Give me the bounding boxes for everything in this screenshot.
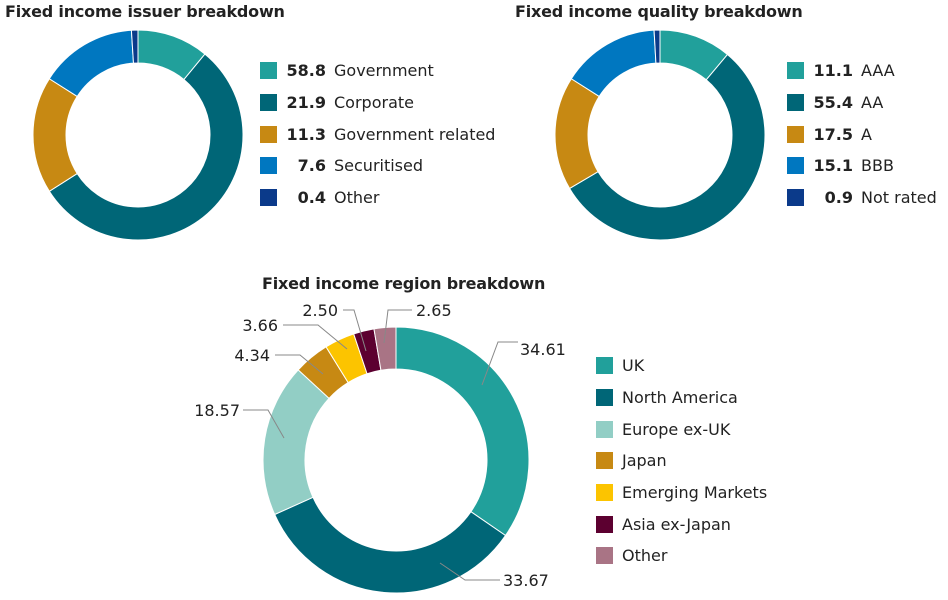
- legend-swatch: [260, 94, 277, 112]
- region-slice: [274, 496, 507, 594]
- legend-label: UK: [622, 356, 645, 376]
- legend-item: Other: [596, 540, 767, 572]
- legend-item: Europe ex-UK: [596, 413, 767, 445]
- legend-label: Japan: [622, 451, 667, 471]
- legend-item: 15.1 BBB: [787, 150, 937, 182]
- legend-swatch: [596, 515, 613, 533]
- legend-value: 15.1: [813, 156, 853, 176]
- leader-line: [481, 341, 518, 386]
- leader-line: [275, 354, 324, 375]
- quality-slice: [554, 78, 600, 190]
- legend-item: UK: [596, 350, 767, 382]
- leader-line: [343, 309, 367, 352]
- legend-item: 0.9 Not rated: [787, 182, 937, 214]
- quality-legend: 11.1 AAA 55.4 AA 17.5 A 15.1 BBB 0.9 Not rated: [787, 55, 937, 213]
- legend-swatch: [787, 94, 804, 112]
- leader-line: [383, 309, 412, 344]
- legend-item: North America: [596, 382, 767, 414]
- legend-value: 17.5: [813, 124, 853, 144]
- legend-label: Securitised: [334, 156, 424, 176]
- legend-item: 0.4 Other: [260, 182, 495, 214]
- legend-label: AA: [861, 93, 884, 113]
- legend-value: 58.8: [286, 61, 326, 81]
- legend-swatch: [260, 189, 277, 207]
- legend-value: 7.6: [297, 156, 326, 176]
- legend-item: Asia ex-Japan: [596, 508, 767, 540]
- legend-label: BBB: [861, 156, 894, 176]
- legend-item: 21.9 Corporate: [260, 87, 495, 119]
- issuer-slice: [32, 78, 78, 192]
- issuer-slice: [130, 29, 139, 64]
- legend-label: AAA: [861, 61, 895, 81]
- legend-label: Other: [622, 546, 668, 566]
- legend-swatch: [260, 62, 277, 80]
- data-label: 2.50: [302, 301, 338, 320]
- legend-item: 7.6 Securitised: [260, 150, 495, 182]
- region-title: Fixed income region breakdown: [262, 274, 546, 293]
- legend-label: Emerging Markets: [622, 483, 768, 503]
- data-label: 18.57: [194, 401, 240, 420]
- data-label: 34.61: [520, 340, 566, 359]
- leader-line: [439, 562, 500, 581]
- legend-label: A: [861, 124, 872, 144]
- legend-swatch: [787, 125, 804, 143]
- legend-swatch: [596, 420, 613, 438]
- legend-label: Asia ex-Japan: [622, 514, 731, 534]
- quality-slice: [570, 29, 657, 98]
- data-label: 33.67: [503, 571, 549, 590]
- legend-value: 11.1: [813, 61, 853, 81]
- legend-value: 0.9: [824, 188, 853, 208]
- legend-item: 17.5 A: [787, 118, 937, 150]
- legend-label: Other: [334, 188, 380, 208]
- legend-swatch: [596, 452, 613, 470]
- legend-label: North America: [622, 388, 738, 408]
- legend-item: 11.1 AAA: [787, 55, 937, 87]
- data-label: 4.34: [234, 346, 270, 365]
- issuer-slice: [48, 29, 135, 98]
- legend-item: 55.4 AA: [787, 87, 937, 119]
- leader-line: [243, 409, 285, 439]
- legend-label: Corporate: [334, 93, 414, 113]
- leader-line: [283, 324, 348, 350]
- quality-title: Fixed income quality breakdown: [515, 2, 803, 21]
- region-slice: [373, 326, 397, 371]
- legend-value: 55.4: [813, 93, 853, 113]
- legend-label: Europe ex-UK: [622, 419, 731, 439]
- region-legend: UK North America Europe ex-UK Japan Emerging…: [596, 350, 767, 572]
- legend-value: 0.4: [297, 188, 326, 208]
- legend-swatch: [596, 484, 613, 502]
- issuer-slice: [48, 53, 244, 241]
- legend-label: Not rated: [861, 188, 937, 208]
- legend-swatch: [787, 189, 804, 207]
- legend-item: 58.8 Government: [260, 55, 495, 87]
- legend-value: 11.3: [286, 124, 326, 144]
- region-slice: [262, 369, 330, 516]
- legend-item: 11.3 Government related: [260, 118, 495, 150]
- issuer-title: Fixed income issuer breakdown: [5, 2, 285, 21]
- data-label: 2.65: [416, 301, 452, 320]
- legend-swatch: [787, 62, 804, 80]
- data-label: 3.66: [242, 316, 278, 335]
- issuer-legend: 58.8 Government 21.9 Corporate 11.3 Governmen…: [260, 55, 495, 213]
- legend-swatch: [596, 357, 613, 375]
- legend-swatch: [787, 157, 804, 175]
- legend-swatch: [260, 125, 277, 143]
- region-slice: [395, 326, 530, 537]
- legend-swatch: [596, 547, 613, 565]
- quality-slice: [568, 53, 766, 241]
- legend-label: Government related: [334, 124, 496, 144]
- legend-item: Emerging Markets: [596, 477, 767, 509]
- legend-swatch: [596, 389, 613, 407]
- legend-value: 21.9: [286, 93, 326, 113]
- quality-slice: [653, 29, 661, 64]
- legend-label: Government: [334, 61, 434, 81]
- legend-item: Japan: [596, 445, 767, 477]
- legend-swatch: [260, 157, 277, 175]
